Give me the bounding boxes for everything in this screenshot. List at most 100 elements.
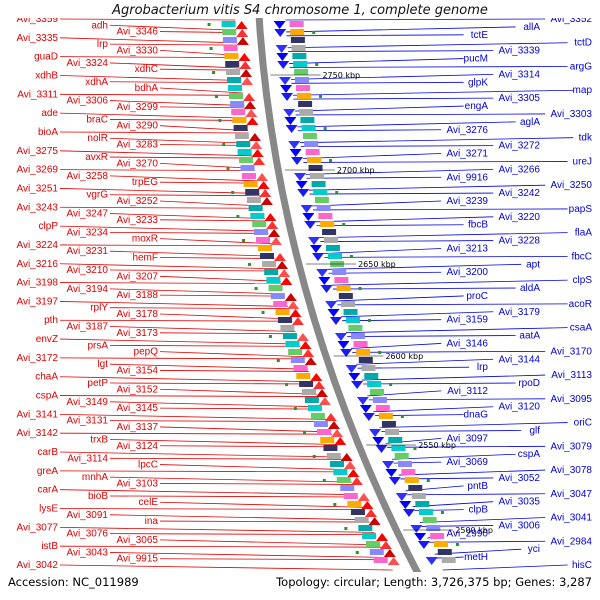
- gene-arrow-left-strand: [284, 293, 297, 301]
- gc-skew-block: [307, 157, 322, 163]
- gc-skew-block: [356, 349, 371, 355]
- gene-label-left: lrp: [97, 39, 109, 50]
- gene-arrow-right-strand: [348, 373, 361, 381]
- gc-skew-block: [415, 501, 430, 507]
- gene-arrow-right-strand: [399, 501, 412, 509]
- gene-leader-line: [361, 374, 546, 381]
- gene-label-left: lpcC: [138, 460, 158, 471]
- gc-content-block: [358, 525, 373, 531]
- gc-skew-block: [364, 373, 379, 379]
- gc-skew-block: [325, 245, 340, 251]
- gene-label-left: greA: [37, 466, 58, 477]
- gene-arrow-right-strand: [318, 277, 331, 285]
- gene-leader-line: [59, 37, 238, 44]
- gc-content-block: [246, 197, 261, 203]
- gene-leader-line: [109, 307, 289, 310]
- rna-marker: [303, 431, 307, 434]
- gene-leader-line: [109, 156, 253, 159]
- gene-label-right: map: [573, 85, 593, 96]
- gene-features: [207, 21, 459, 565]
- gene-label-right: metH: [464, 552, 488, 563]
- gene-leader-line: [312, 200, 442, 207]
- gc-skew-block: [350, 333, 365, 339]
- gene-leader-line: [357, 366, 470, 369]
- gene-arrow-left-strand: [327, 421, 340, 429]
- gene-label-right: Avi_3095: [550, 394, 592, 405]
- gene-label-left: envZ: [36, 334, 58, 345]
- gc-skew-block: [310, 173, 325, 179]
- gene-arrow-left-strand: [243, 93, 256, 101]
- gene-leader-line: [59, 376, 313, 383]
- rna-marker: [349, 255, 353, 258]
- gc-content-block: [317, 429, 332, 435]
- gene-arrow-right-strand: [334, 333, 347, 341]
- gc-content-block: [242, 173, 257, 179]
- gene-leader-line: [159, 144, 251, 146]
- map-title: Agrobacterium vitis S4 chromosome 1, com…: [111, 3, 488, 18]
- gene-arrow-left-strand: [264, 213, 277, 221]
- gc-content-block: [252, 221, 267, 227]
- gene-leader-line: [109, 382, 314, 385]
- rna-marker: [212, 71, 216, 74]
- gc-skew-block: [334, 277, 349, 283]
- rna-marker: [426, 479, 430, 482]
- rna-marker: [323, 127, 327, 130]
- gc-content-block: [362, 533, 377, 539]
- gene-arrow-right-strand: [325, 301, 338, 309]
- gene-arrow-right-strand: [402, 509, 415, 517]
- gene-label-left: Avi_3152: [116, 384, 158, 395]
- gc-skew-block: [401, 469, 416, 475]
- gene-arrow-right-strand: [274, 29, 287, 37]
- gene-label-left: vgrG: [86, 190, 108, 201]
- gene-leader-line: [336, 295, 464, 302]
- gene-arrow-right-strand: [345, 365, 358, 373]
- gene-leader-line: [398, 469, 546, 476]
- gc-content-block: [354, 517, 369, 523]
- gene-label-left: ade: [41, 108, 58, 119]
- gene-label-right: Avi_3305: [498, 93, 540, 104]
- gene-arrow-right-strand: [362, 413, 375, 421]
- gene-label-right: acoR: [569, 299, 592, 310]
- gene-leader-line: [59, 263, 278, 270]
- gene-leader-line: [347, 335, 516, 337]
- title-backdrop: [0, 0, 600, 18]
- gene-leader-line: [159, 388, 317, 395]
- gc-skew-block: [422, 517, 437, 523]
- gene-leader-line: [159, 483, 353, 485]
- gene-label-left: pth: [44, 315, 58, 326]
- gene-label-right: ureJ: [573, 156, 592, 167]
- gene-label-left: mnhA: [82, 472, 108, 483]
- gene-label-left: Avi_3042: [16, 560, 58, 571]
- gene-arrow-left-strand: [241, 77, 254, 85]
- gc-content-block: [221, 21, 236, 27]
- gene-label-left: petP: [87, 378, 108, 389]
- gene-label-left: bioB: [88, 491, 108, 502]
- gene-label-right: yci: [528, 544, 540, 555]
- gene-label-left: clpP: [39, 221, 59, 232]
- gc-content-block: [343, 493, 358, 499]
- gc-skew-block: [372, 397, 387, 403]
- gene-leader-line: [59, 188, 260, 194]
- gc-skew-block: [308, 165, 323, 171]
- gene-arrow-right-strand: [279, 77, 292, 85]
- gene-label-left: carA: [37, 485, 58, 496]
- gene-arrow-right-strand: [417, 541, 430, 549]
- gene-arrow-left-strand: [350, 477, 363, 485]
- gene-leader-line: [316, 224, 464, 227]
- gene-label-right: Avi_3097: [446, 433, 488, 444]
- gene-label-left: avxR: [85, 152, 108, 163]
- gene-arrow-right-strand: [277, 61, 290, 69]
- gene-arrow-right-strand: [288, 141, 301, 149]
- gene-leader-line: [109, 194, 260, 197]
- scale-label-kbp: 2550 kbp: [418, 441, 456, 450]
- gene-label-left: Avi_3197: [16, 296, 58, 307]
- gene-leader-line: [159, 351, 304, 358]
- gc-content-block: [347, 501, 362, 507]
- gene-leader-line: [109, 269, 278, 272]
- gc-skew-block: [332, 269, 347, 275]
- gene-label-left: Avi_3091: [66, 510, 108, 521]
- gc-content-block: [304, 397, 319, 403]
- gene-leader-line: [285, 18, 546, 21]
- gene-leader-line: [306, 176, 442, 179]
